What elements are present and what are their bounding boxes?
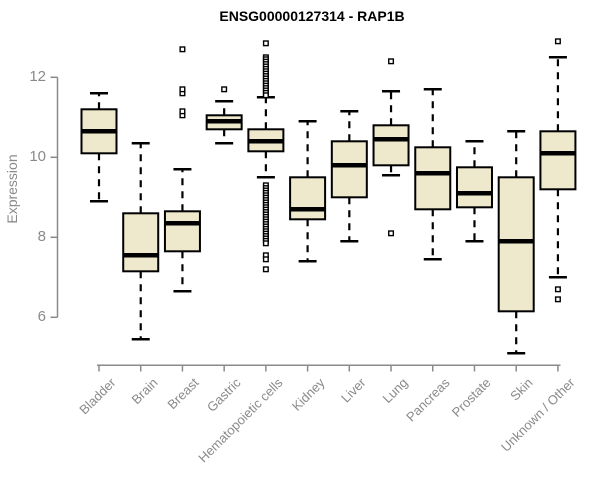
outlier-point — [262, 266, 269, 273]
y-tick-label: 12 — [29, 68, 46, 86]
boxplot-prostate — [455, 140, 493, 243]
outlier-point — [179, 108, 186, 115]
outlier-point — [554, 286, 561, 293]
boxplot-breast — [163, 46, 201, 293]
outlier-point — [554, 296, 561, 303]
boxplot-brain — [122, 142, 160, 341]
outlier-point — [388, 230, 395, 237]
boxplot-kidney — [289, 120, 327, 263]
boxplot-hematopoietic-cells — [247, 40, 285, 273]
box — [289, 176, 327, 221]
y-tick-label: 10 — [29, 148, 46, 166]
boxplot-bladder — [80, 92, 118, 203]
boxplot-unknown-other — [539, 38, 577, 303]
outlier-point — [262, 40, 269, 47]
box — [163, 210, 201, 253]
y-tick-label: 8 — [37, 228, 46, 246]
box — [372, 124, 410, 167]
outlier-point — [262, 92, 269, 99]
outlier-point — [179, 86, 186, 93]
box — [455, 166, 493, 209]
outlier-point — [554, 38, 561, 45]
outlier-point — [262, 240, 269, 247]
boxplot-gastric — [205, 86, 243, 145]
box — [497, 176, 535, 313]
y-tick-label: 6 — [37, 308, 46, 326]
box — [414, 146, 452, 211]
boxplot-skin — [497, 130, 535, 355]
boxplot-liver — [330, 110, 368, 243]
outlier-point — [179, 46, 186, 53]
boxplot-pancreas — [414, 88, 452, 261]
boxplot-lung — [372, 58, 410, 237]
box — [330, 140, 368, 199]
outlier-point — [221, 86, 228, 93]
box — [122, 212, 160, 273]
box — [539, 130, 577, 191]
chart-title: ENSG00000127314 - RAP1B — [219, 8, 405, 24]
outlier-point — [262, 256, 269, 263]
outlier-point — [388, 58, 395, 65]
